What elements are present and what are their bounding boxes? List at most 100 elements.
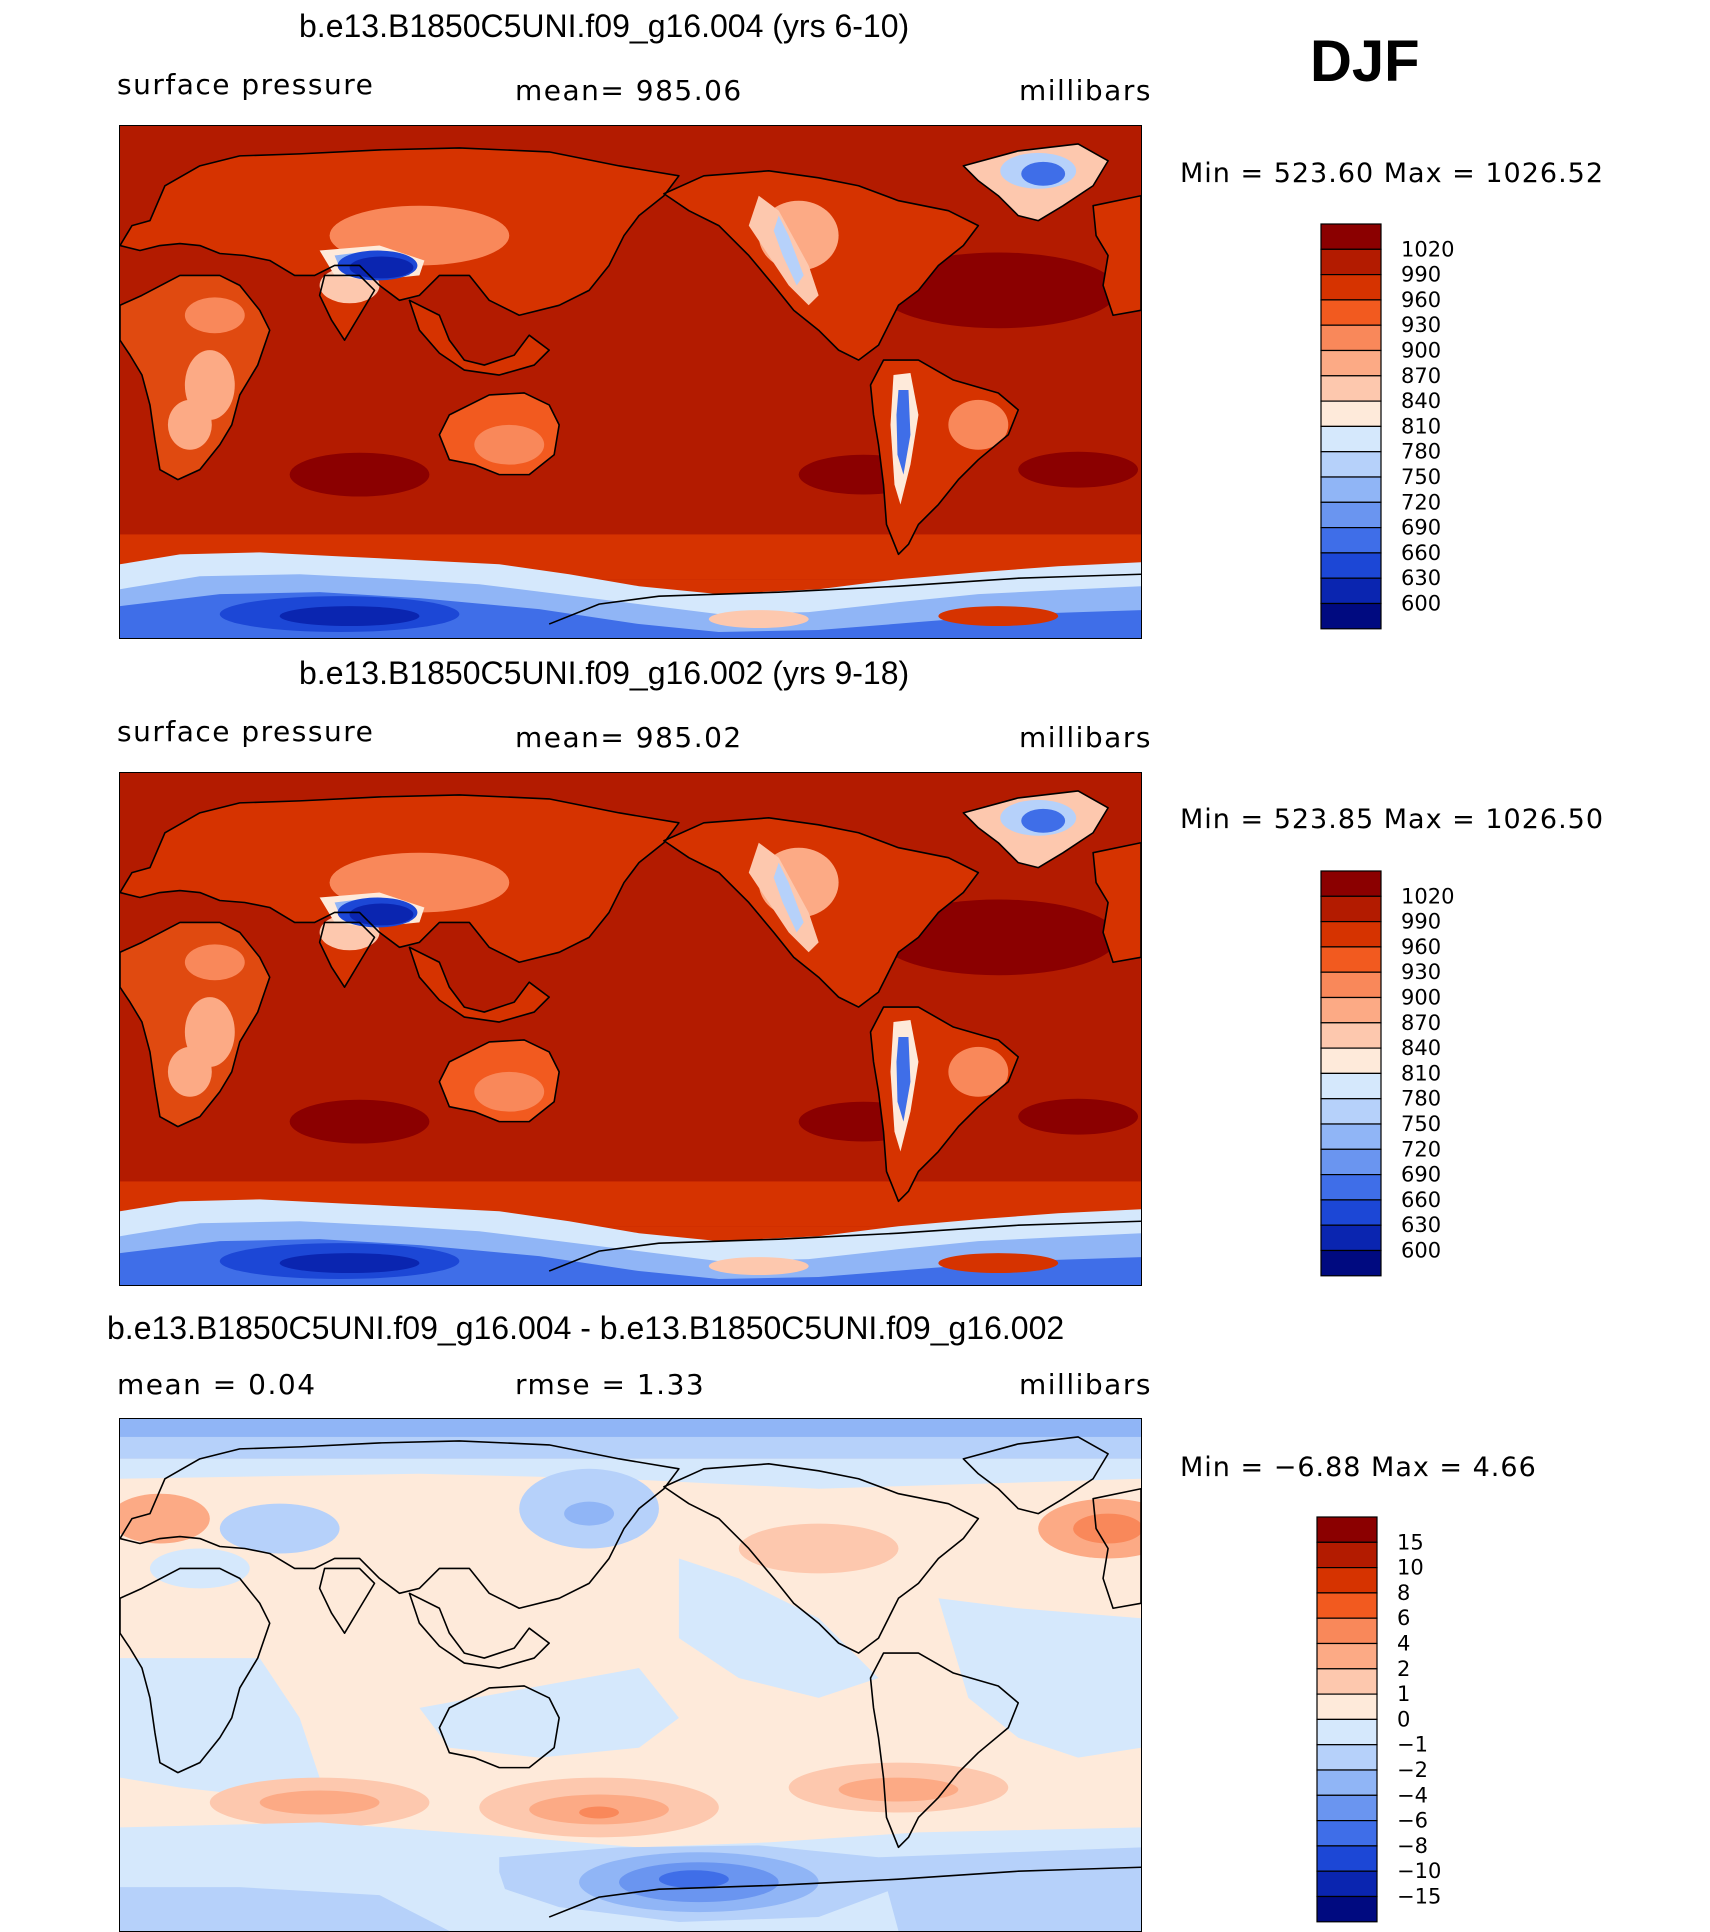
colorbar-tick-label: 810 xyxy=(1401,1061,1441,1085)
colorbar-box xyxy=(1320,1249,1382,1277)
colorbar-tick-label: 600 xyxy=(1401,1239,1441,1263)
colorbar-box xyxy=(1316,1668,1378,1695)
colorbar-box xyxy=(1320,1148,1382,1176)
panel-2-minmax: Min = 523.85 Max = 1026.50 xyxy=(1180,804,1605,835)
colorbar-tick-label: 720 xyxy=(1401,490,1441,514)
colorbar-tick-label: −6 xyxy=(1397,1809,1428,1833)
colorbar-tick-label: −1 xyxy=(1397,1733,1428,1757)
colorbar-tick-label: 0 xyxy=(1397,1707,1410,1731)
colorbar-box xyxy=(1320,870,1382,897)
colorbar-tick-label: 660 xyxy=(1401,541,1441,565)
colorbar-box xyxy=(1320,971,1382,999)
panel-3-rmse: rmse = 1.33 xyxy=(515,1368,706,1401)
colorbar-box xyxy=(1320,1022,1382,1049)
colorbar-tick-label: 600 xyxy=(1401,592,1441,616)
colorbar-box xyxy=(1320,895,1382,923)
colorbar-box xyxy=(1320,1174,1382,1201)
colorbar-box xyxy=(1316,1718,1378,1746)
colorbar-tick-label: 4 xyxy=(1397,1632,1410,1656)
colorbar-tick-label: 10 xyxy=(1397,1556,1424,1580)
colorbar-box xyxy=(1320,324,1382,352)
colorbar-tick-label: −15 xyxy=(1397,1885,1441,1909)
season-label: DJF xyxy=(1310,29,1420,94)
panel-1-colorbar: 1020990960930900870840810780750720690660… xyxy=(1320,223,1454,630)
colorbar-box xyxy=(1320,248,1382,276)
panel-3-minmax: Min = −6.88 Max = 4.66 xyxy=(1180,1452,1537,1483)
colorbar-tick-label: 8 xyxy=(1397,1581,1410,1605)
colorbar-box xyxy=(1320,1224,1382,1252)
colorbar-box xyxy=(1320,501,1382,529)
colorbar-tick-label: 840 xyxy=(1401,1036,1441,1060)
colorbar-box xyxy=(1320,451,1382,478)
colorbar-box xyxy=(1320,1098,1382,1125)
panel-2-colorbar: 1020990960930900870840810780750720690660… xyxy=(1320,870,1454,1277)
panel-3-units: millibars xyxy=(1019,1368,1152,1401)
colorbar-box xyxy=(1320,273,1382,301)
colorbar-box xyxy=(1320,425,1382,453)
panel-2-variable: surface pressure xyxy=(117,715,375,748)
colorbar-box xyxy=(1316,1566,1378,1594)
colorbar-tick-label: 750 xyxy=(1401,465,1441,489)
colorbar-box xyxy=(1316,1845,1378,1872)
colorbar-tick-label: 840 xyxy=(1401,389,1441,413)
colorbar-box xyxy=(1320,1199,1382,1226)
colorbar-box xyxy=(1316,1516,1378,1543)
colorbar-box xyxy=(1320,1072,1382,1100)
panel-1-variable: surface pressure xyxy=(117,68,375,101)
colorbar-box xyxy=(1316,1642,1378,1670)
colorbar-box xyxy=(1316,1794,1378,1822)
panel-3-title: b.e13.B1850C5UNI.f09_g16.004 - b.e13.B18… xyxy=(107,1310,1065,1346)
panel-1-map xyxy=(119,125,1142,639)
colorbar-box xyxy=(1320,476,1382,503)
colorbar-box xyxy=(1320,349,1382,377)
colorbar-tick-label: 780 xyxy=(1401,440,1441,464)
colorbar-box xyxy=(1320,223,1382,250)
colorbar-box xyxy=(1320,996,1382,1024)
colorbar-tick-label: 630 xyxy=(1401,566,1441,590)
colorbar-tick-label: 660 xyxy=(1401,1188,1441,1212)
panel-1-minmax: Min = 523.60 Max = 1026.52 xyxy=(1180,158,1605,189)
colorbar-box xyxy=(1320,920,1382,948)
colorbar-box xyxy=(1316,1617,1378,1645)
colorbar-tick-label: 630 xyxy=(1401,1213,1441,1237)
colorbar-tick-label: 750 xyxy=(1401,1112,1441,1136)
colorbar-tick-label: 1 xyxy=(1397,1682,1410,1706)
colorbar-box xyxy=(1320,299,1382,326)
colorbar-box xyxy=(1320,527,1382,554)
panel-2-mean: mean= 985.02 xyxy=(515,721,743,754)
colorbar-tick-label: 960 xyxy=(1401,288,1441,312)
colorbar-tick-label: 990 xyxy=(1401,910,1441,934)
colorbar-box xyxy=(1316,1769,1378,1796)
colorbar-box xyxy=(1320,400,1382,428)
panel-1-title: b.e13.B1850C5UNI.f09_g16.004 (yrs 6-10) xyxy=(299,8,910,44)
colorbar-tick-label: −8 xyxy=(1397,1834,1428,1858)
panel-2-title: b.e13.B1850C5UNI.f09_g16.002 (yrs 9-18) xyxy=(299,655,910,691)
colorbar-tick-label: 1020 xyxy=(1401,884,1454,908)
colorbar-tick-label: 6 xyxy=(1397,1606,1410,1630)
panel-2-units: millibars xyxy=(1019,721,1152,754)
colorbar-box xyxy=(1320,375,1382,402)
panel-1-mean: mean= 985.06 xyxy=(515,74,743,107)
colorbar-tick-label: 720 xyxy=(1401,1137,1441,1161)
colorbar-tick-label: 15 xyxy=(1397,1530,1424,1554)
colorbar-box xyxy=(1316,1693,1378,1721)
colorbar-tick-label: 870 xyxy=(1401,1011,1441,1035)
colorbar-box xyxy=(1320,946,1382,973)
colorbar-box xyxy=(1320,602,1382,630)
colorbar-box xyxy=(1320,1123,1382,1150)
colorbar-box xyxy=(1320,1047,1382,1075)
colorbar-box xyxy=(1316,1870,1378,1898)
colorbar-box xyxy=(1316,1541,1378,1569)
colorbar-box xyxy=(1316,1820,1378,1847)
colorbar-tick-label: 690 xyxy=(1401,516,1441,540)
colorbar-tick-label: 930 xyxy=(1401,960,1441,984)
colorbar-tick-label: 690 xyxy=(1401,1163,1441,1187)
colorbar-tick-label: 2 xyxy=(1397,1657,1410,1681)
panel-1-units: millibars xyxy=(1019,74,1152,107)
panel-3-mean: mean = 0.04 xyxy=(117,1368,317,1401)
colorbar-tick-label: −2 xyxy=(1397,1758,1428,1782)
colorbar-tick-label: −10 xyxy=(1397,1859,1441,1883)
colorbar-tick-label: 870 xyxy=(1401,364,1441,388)
colorbar-box xyxy=(1320,552,1382,579)
